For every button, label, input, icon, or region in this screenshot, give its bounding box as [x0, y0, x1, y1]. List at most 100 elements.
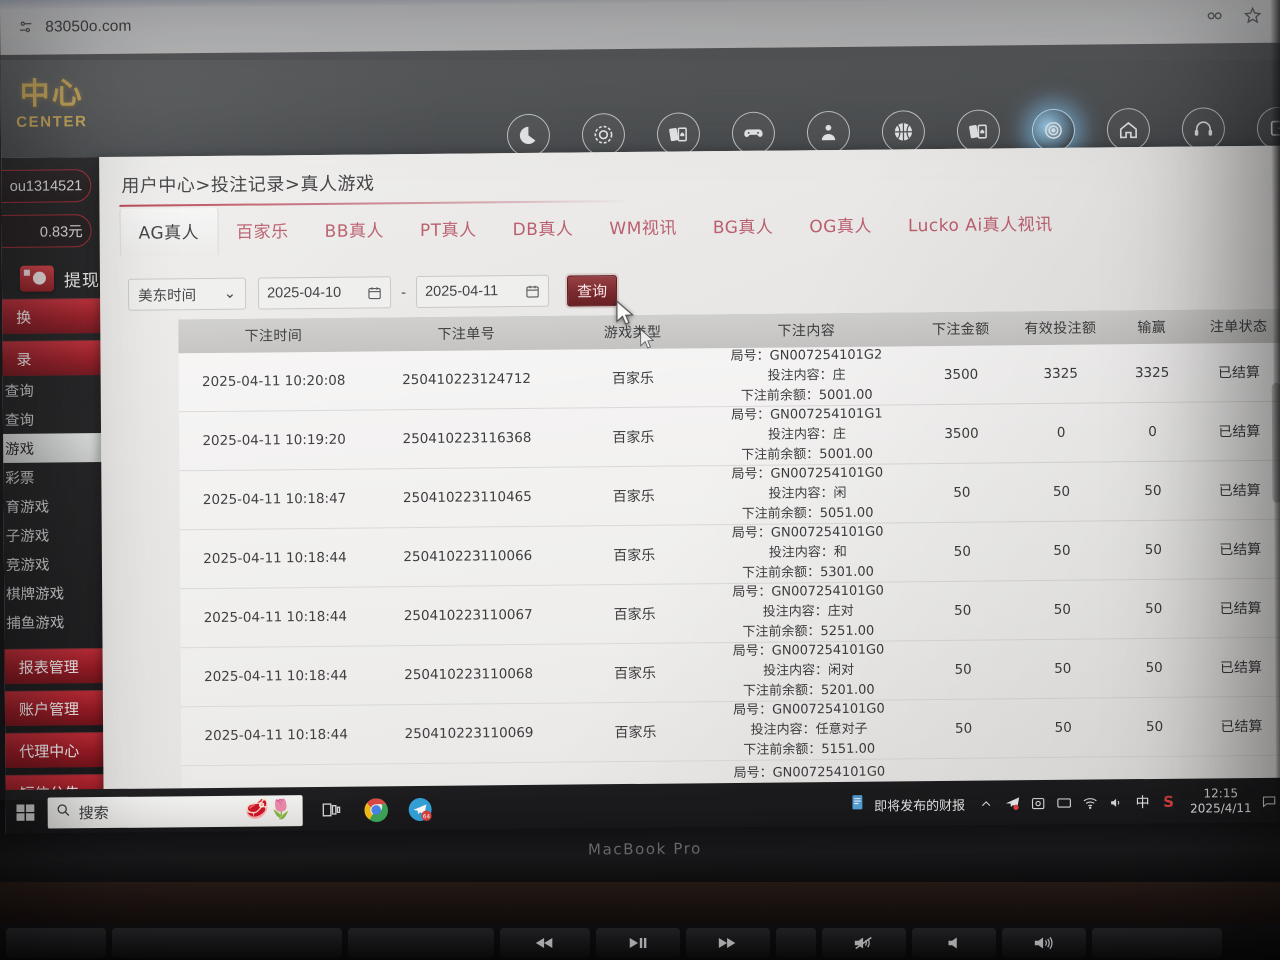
col-header-orderno: 下注单号 — [437, 326, 496, 343]
cell-orderno: 250410223110069 — [404, 724, 534, 743]
cell-gametype: 百家乐 — [613, 547, 656, 565]
cell-status: 已结算 — [1218, 482, 1261, 500]
key-blank-4[interactable] — [1092, 928, 1222, 958]
sidebar-group-label: 录 — [16, 350, 32, 369]
tab-ag-live[interactable]: AG真人 — [119, 207, 219, 256]
taskbar-clock[interactable]: 12:15 2025/4/11 — [1190, 786, 1252, 817]
col-header-time: 下注时间 — [244, 328, 303, 345]
key-volume-down[interactable] — [912, 928, 996, 958]
nav-item-fishing[interactable]: 捕鱼达人 — [941, 109, 1016, 178]
cell-winlose: 3325 — [1134, 364, 1170, 382]
wifi-icon[interactable] — [1082, 794, 1099, 811]
tab-lucko-ai[interactable]: Lucko Ai真人视讯 — [907, 214, 1053, 237]
key-mute[interactable] — [822, 928, 906, 958]
document-icon — [850, 794, 867, 816]
search-input[interactable]: 搜索 🥩🌷 — [47, 794, 303, 829]
windows-taskbar: 搜索 🥩🌷 64 — [5, 777, 1280, 836]
date-from-input[interactable]: 2025-04-10 — [257, 276, 392, 310]
main-nav: 电竞 真人彩 棋牌博弈 — [491, 106, 1280, 182]
calendar-icon[interactable] — [367, 285, 382, 300]
screenshot-icon[interactable] — [1030, 794, 1047, 811]
cell-bet: 投注内容：庄 — [767, 426, 847, 443]
key-fast-forward[interactable] — [686, 928, 770, 958]
url-text[interactable]: 83050o.com — [45, 17, 132, 36]
nav-item-support[interactable]: 在线客服 — [1166, 107, 1241, 176]
notification-icon[interactable] — [1261, 792, 1278, 809]
key-blank-3[interactable] — [348, 928, 494, 958]
cell-bet: 投注内容：庄 — [767, 367, 846, 384]
sogou-icon[interactable]: S — [1163, 792, 1175, 811]
cell-amount: 50 — [954, 602, 972, 619]
account-pill[interactable]: ou1314521 — [1, 169, 92, 204]
tab-pt-live[interactable]: PT真人 — [419, 220, 477, 241]
date-to-input[interactable]: 2025-04-11 — [415, 274, 550, 309]
timezone-value: 美东时间 — [138, 287, 197, 305]
cell-round: 局号：GN007254101G0 — [731, 524, 884, 541]
timezone-select[interactable]: 美东时间 ⌄ — [127, 277, 247, 311]
nav-item-slots[interactable]: 电子游艺 — [716, 111, 791, 180]
site-logo[interactable]: 中心 CENTER — [0, 68, 107, 131]
table-row[interactable]: 2025-04-11 10:18:44 250410223110068 百家乐 … — [180, 637, 1280, 708]
windows-icon[interactable] — [16, 803, 36, 823]
cell-amount: 50 — [954, 661, 972, 678]
chevron-up-icon[interactable] — [978, 795, 995, 812]
key-rewind[interactable] — [500, 928, 590, 958]
site-header: 中心 CENTER 电竞 真人彩 — [0, 42, 1280, 182]
tab-bg-live[interactable]: BG真人 — [712, 217, 774, 239]
chevron-down-icon: ⌄ — [223, 285, 237, 302]
balance-pill[interactable]: 0.83元 — [1, 214, 92, 249]
nav-item-sports[interactable]: 体育投注 — [866, 110, 941, 179]
tab-og-live[interactable]: OG真人 — [809, 216, 873, 238]
nav-item-card-games[interactable]: 棋牌博弈 — [641, 112, 716, 181]
key-blank-2[interactable] — [112, 928, 342, 958]
ime-chinese-icon[interactable]: 中 — [1135, 795, 1150, 812]
headset-icon — [1181, 107, 1226, 151]
tab-db-live[interactable]: DB真人 — [512, 219, 574, 241]
nav-item-live-lottery[interactable]: 真人彩 — [566, 113, 641, 182]
browser-tab-strip — [0, 0, 1280, 9]
bet-records-table: 下注时间 下注单号 游戏类型 下注内容 下注金额 有效投注额 输赢 注单状态 2… — [178, 308, 1280, 835]
key-play-pause[interactable] — [596, 928, 680, 958]
cell-bet: 投注内容：任意对子 — [750, 721, 868, 738]
tab-bb-live[interactable]: BB真人 — [324, 221, 385, 242]
cell-winlose: 50 — [1145, 659, 1163, 677]
calendar-icon[interactable] — [525, 283, 540, 298]
volume-icon[interactable] — [1108, 794, 1125, 811]
tab-baccarat[interactable]: 百家乐 — [236, 222, 289, 243]
telegram-tray-icon[interactable] — [1004, 795, 1021, 812]
extensions-icon[interactable] — [1202, 4, 1226, 28]
display-icon[interactable] — [1056, 794, 1073, 811]
rewind-icon — [535, 937, 553, 949]
cell-amount: 3500 — [943, 366, 979, 383]
telegram-icon[interactable]: 64 — [405, 794, 435, 824]
cell-content: 局号：GN007254101G2 投注内容：庄 下注前余额：5001.00 — [701, 345, 912, 407]
table-row[interactable]: 2025-04-11 10:18:47 250410223110465 百家乐 … — [179, 460, 1280, 531]
page-settings-icon[interactable] — [14, 16, 36, 38]
search-placeholder: 搜索 — [78, 803, 109, 822]
nav-item-esports[interactable]: 电竞 — [491, 113, 566, 183]
query-button[interactable]: 查询 — [566, 274, 618, 307]
nav-item-live-casino[interactable]: 真人视讯 — [791, 110, 866, 180]
key-blank-1[interactable] — [6, 928, 106, 958]
nav-item-lottery-hall[interactable]: 彩票大厅 — [1016, 108, 1091, 178]
table-row[interactable]: 2025-04-11 10:19:20 250410223116368 百家乐 … — [178, 401, 1280, 472]
table-row[interactable]: 2025-04-11 10:18:44 250410223110067 百家乐 … — [180, 578, 1280, 649]
tab-wm-video[interactable]: WM视讯 — [609, 218, 677, 240]
withdraw-icon — [19, 265, 55, 292]
table-row[interactable]: 2025-04-11 10:20:08 250410223124712 百家乐 … — [178, 342, 1280, 413]
star-icon[interactable] — [1240, 3, 1264, 27]
nav-item-home[interactable]: 返回首页 — [1091, 107, 1166, 177]
cards-icon — [656, 112, 701, 156]
task-view-icon[interactable] — [317, 795, 347, 825]
cell-gametype: 百家乐 — [611, 370, 654, 388]
table-row[interactable]: 2025-04-11 10:18:44 250410223110066 百家乐 … — [179, 519, 1280, 590]
key-volume-up[interactable] — [1002, 928, 1086, 958]
cell-round: 局号：GN007254101G0 — [732, 583, 884, 600]
cell-content: 局号：GN007254101G0 投注内容：庄对 下注前余额：5251.00 — [703, 581, 914, 643]
macbook-label: MacBook Pro — [587, 839, 702, 859]
tray-document-item[interactable]: 即将发布的财报 — [850, 793, 965, 816]
tab-bar: AG真人 百家乐 BB真人 PT真人 DB真人 WM视讯 BG真人 OG真人 L… — [119, 200, 1070, 256]
chrome-icon[interactable] — [361, 794, 391, 824]
table-row[interactable]: 2025-04-11 10:18:44 250410223110069 百家乐 … — [180, 696, 1280, 767]
cell-time: 2025-04-11 10:20:08 — [201, 372, 346, 391]
